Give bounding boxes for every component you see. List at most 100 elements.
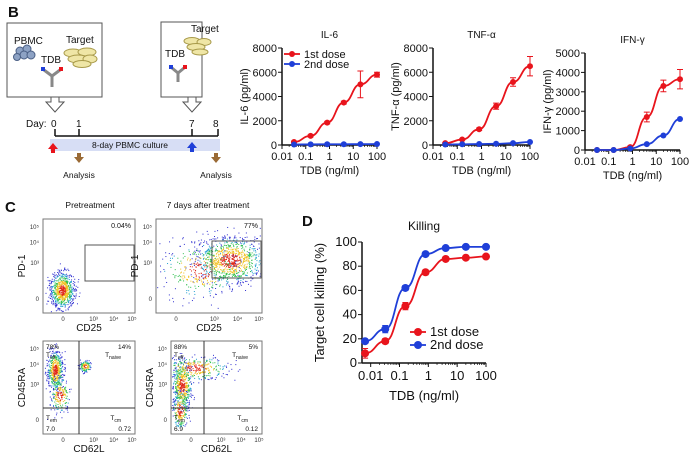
- event-dot: [218, 271, 220, 273]
- event-dot: [54, 378, 56, 380]
- event-dot: [60, 384, 62, 386]
- event-dot: [186, 391, 188, 393]
- event-dot: [173, 401, 175, 403]
- event-dot: [186, 368, 188, 370]
- event-dot: [68, 293, 70, 295]
- event-dot: [192, 263, 194, 265]
- event-dot: [174, 361, 176, 363]
- event-dot: [49, 359, 51, 361]
- event-dot: [252, 266, 254, 268]
- event-dot: [173, 369, 175, 371]
- panel-label-d: D: [302, 213, 313, 230]
- event-dot: [185, 410, 187, 412]
- event-dot: [236, 271, 238, 273]
- event-dot: [175, 367, 177, 369]
- event-dot: [188, 385, 190, 387]
- event-dot: [65, 397, 67, 399]
- event-dot: [61, 310, 63, 312]
- event-dot: [52, 361, 54, 363]
- event-dot: [82, 371, 84, 373]
- event-dot: [56, 282, 58, 284]
- event-dot: [56, 304, 58, 306]
- event-dot: [175, 362, 177, 364]
- event-dot: [186, 292, 188, 294]
- event-dot: [165, 252, 167, 254]
- event-dot: [180, 366, 182, 368]
- event-dot: [237, 252, 239, 254]
- event-dot: [50, 361, 52, 363]
- event-dot: [217, 278, 219, 280]
- event-dot: [81, 368, 83, 370]
- event-dot: [51, 360, 53, 362]
- event-dot: [184, 275, 186, 277]
- event-dot: [55, 343, 57, 345]
- event-dot: [183, 395, 185, 397]
- event-dot: [54, 304, 56, 306]
- event-dot: [210, 248, 212, 250]
- event-dot: [66, 405, 68, 407]
- event-dot: [61, 288, 63, 290]
- event-dot: [63, 392, 65, 394]
- event-dot: [247, 258, 249, 260]
- event-dot: [53, 404, 55, 406]
- event-dot: [59, 287, 61, 289]
- event-dot: [193, 277, 195, 279]
- event-dot: [63, 288, 65, 290]
- event-dot: [53, 370, 55, 372]
- event-dot: [180, 396, 182, 398]
- event-dot: [53, 348, 55, 350]
- event-dot: [64, 267, 66, 269]
- data-point: [627, 145, 634, 152]
- event-dot: [180, 379, 182, 381]
- event-dot: [55, 288, 57, 290]
- event-dot: [191, 241, 193, 243]
- event-dot: [72, 288, 74, 290]
- event-dot: [238, 276, 240, 278]
- chart-title: TNF-α: [467, 30, 496, 41]
- event-dot: [58, 351, 60, 353]
- data-point: [290, 141, 297, 148]
- event-dot: [180, 379, 182, 381]
- event-dot: [236, 283, 238, 285]
- event-dot: [62, 394, 64, 396]
- event-dot: [184, 425, 186, 427]
- event-dot: [257, 270, 259, 272]
- event-dot: [230, 271, 232, 273]
- event-dot: [215, 281, 217, 283]
- data-point: [461, 253, 470, 262]
- event-dot: [220, 276, 222, 278]
- event-dot: [61, 352, 63, 354]
- event-dot: [222, 272, 224, 274]
- event-dot: [233, 251, 235, 253]
- event-dot: [240, 259, 242, 261]
- event-dot: [191, 300, 193, 302]
- event-dot: [182, 375, 184, 377]
- event-dot: [187, 385, 189, 387]
- event-dot: [86, 371, 88, 373]
- event-dot: [201, 366, 203, 368]
- event-dot: [49, 367, 51, 369]
- event-dot: [81, 365, 83, 367]
- event-dot: [64, 290, 66, 292]
- event-dot: [181, 402, 183, 404]
- event-dot: [56, 373, 58, 375]
- event-dot: [199, 277, 201, 279]
- event-dot: [207, 273, 209, 275]
- event-dot: [56, 385, 58, 387]
- event-dot: [225, 254, 227, 256]
- event-dot: [186, 377, 188, 379]
- event-dot: [234, 269, 236, 271]
- event-dot: [55, 310, 57, 312]
- event-dot: [67, 402, 69, 404]
- event-dot: [71, 301, 73, 303]
- event-dot: [72, 302, 74, 304]
- event-dot: [181, 368, 183, 370]
- event-dot: [183, 272, 185, 274]
- event-dot: [184, 392, 186, 394]
- event-dot: [189, 370, 191, 372]
- event-dot: [58, 397, 60, 399]
- event-dot: [235, 275, 237, 277]
- event-dot: [244, 258, 246, 260]
- event-dot: [63, 290, 65, 292]
- event-dot: [191, 366, 193, 368]
